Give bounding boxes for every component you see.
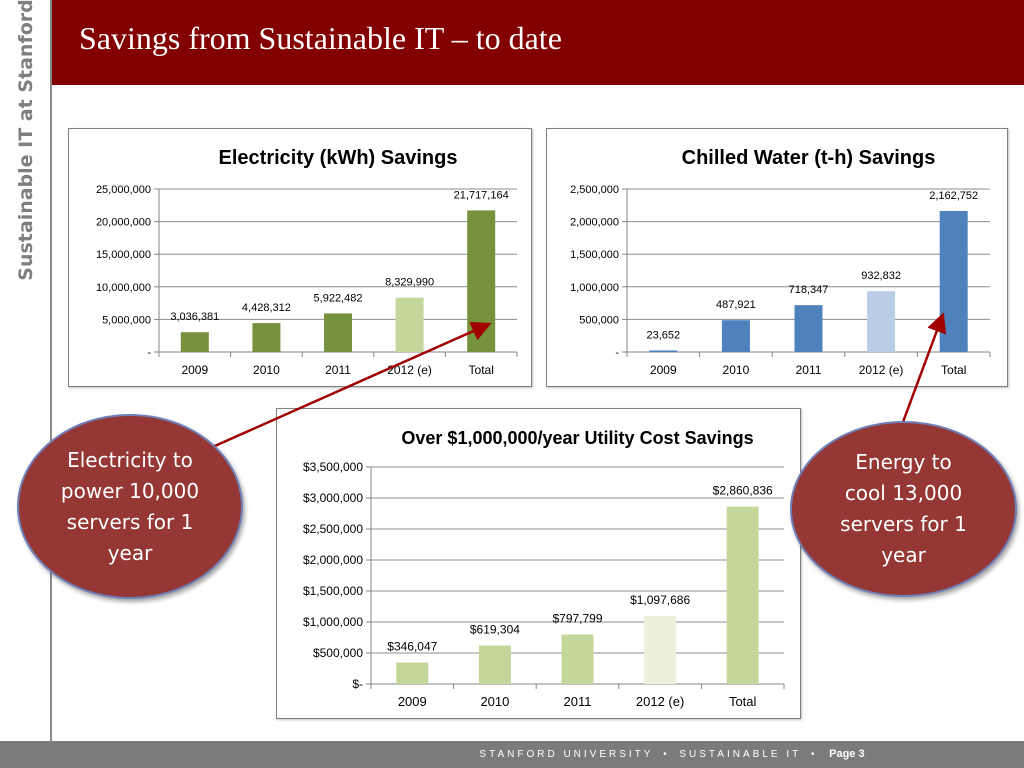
page-title: Savings from Sustainable IT – to date: [79, 20, 562, 56]
category-label: 2011: [796, 363, 822, 377]
footer: STANFORD UNIVERSITY • SUSTAINABLE IT • P…: [0, 741, 1024, 768]
data-label: $2,860,836: [713, 484, 773, 498]
data-label: $797,799: [552, 612, 602, 626]
data-label: 5,922,482: [314, 292, 363, 304]
y-tick-label: 10,000,000: [96, 282, 151, 294]
chart-title: Over $1,000,000/year Utility Cost Saving…: [401, 428, 753, 448]
chart-svg: Over $1,000,000/year Utility Cost Saving…: [303, 428, 785, 709]
data-label: 718,347: [789, 284, 829, 296]
category-label: Total: [729, 694, 757, 709]
category-label: 2010: [253, 363, 280, 377]
category-label: 2010: [723, 363, 750, 377]
category-label: Total: [469, 363, 494, 377]
y-tick-label: -: [147, 347, 151, 359]
bar: [939, 210, 968, 352]
bar: [649, 350, 678, 352]
utility-cost-chart: Over $1,000,000/year Utility Cost Saving…: [276, 408, 801, 719]
y-tick-label: -: [615, 347, 619, 359]
category-label: 2009: [398, 694, 427, 709]
data-label: 2,162,752: [929, 190, 978, 202]
header-bar: Savings from Sustainable IT – to date: [52, 0, 1024, 85]
data-label: $619,304: [470, 623, 520, 637]
chart-svg: Electricity (kWh) Savings - 5,000,000 10,00…: [96, 147, 518, 377]
y-tick-label: $2,500,000: [303, 522, 363, 536]
bar: [867, 291, 896, 352]
category-label: 2012 (e): [636, 694, 684, 709]
bar: [395, 297, 424, 352]
y-tick-label: $1,500,000: [303, 584, 363, 598]
chart-title: Chilled Water (t-h) Savings: [682, 147, 936, 169]
chart-svg: Chilled Water (t-h) Savings - 500,000 1,000…: [570, 147, 991, 377]
bar: [644, 615, 677, 684]
electricity-chart: Electricity (kWh) Savings - 5,000,000 10,00…: [68, 128, 532, 387]
footer-page-number: Page 3: [829, 748, 865, 760]
category-label: 2011: [564, 694, 592, 709]
y-tick-label: 15,000,000: [96, 249, 151, 261]
bar: [726, 506, 759, 684]
category-label: 2009: [650, 363, 677, 377]
y-tick-label: 2,000,000: [570, 217, 619, 229]
electricity-callout-text: Electricity to power 10,000 servers for …: [60, 447, 200, 565]
y-tick-label: $3,000,000: [303, 491, 363, 505]
y-tick-label: $1,000,000: [303, 615, 363, 629]
y-tick-label: 5,000,000: [102, 314, 151, 326]
data-label: 487,921: [716, 299, 756, 311]
sidebar-title: Sustainable IT at Stanford: [15, 0, 37, 281]
bar: [324, 313, 352, 352]
chart-title: Electricity (kWh) Savings: [219, 147, 458, 169]
bar: [794, 305, 823, 352]
data-label: 932,832: [861, 270, 901, 282]
electricity-callout: Electricity to power 10,000 servers for …: [17, 414, 243, 599]
sidebar: Sustainable IT at Stanford: [0, 0, 52, 741]
data-label: 3,036,381: [170, 311, 219, 323]
data-label: 4,428,312: [242, 302, 291, 314]
category-label: 2010: [480, 694, 509, 709]
bar: [467, 210, 496, 352]
category-label: 2012 (e): [859, 363, 904, 377]
y-tick-label: 1,500,000: [570, 249, 619, 261]
bar: [252, 323, 281, 352]
category-label: 2011: [325, 363, 351, 377]
y-tick-label: $500,000: [313, 646, 363, 660]
category-label: 2009: [181, 363, 208, 377]
y-tick-label: 25,000,000: [96, 184, 151, 196]
chilled-water-chart: Chilled Water (t-h) Savings - 500,000 1,000…: [546, 128, 1008, 387]
data-label: $1,097,686: [630, 593, 690, 607]
data-label: 21,717,164: [454, 189, 509, 201]
bar: [561, 634, 594, 684]
footer-org: STANFORD UNIVERSITY: [479, 749, 654, 760]
y-tick-label: 2,500,000: [570, 184, 619, 196]
cooling-callout: Energy to cool 13,000 servers for 1 year: [790, 421, 1017, 597]
y-tick-label: $-: [352, 677, 363, 691]
bar: [180, 332, 209, 352]
bar: [721, 320, 750, 352]
data-label: 8,329,990: [385, 277, 434, 289]
category-label: 2012 (e): [387, 363, 432, 377]
cooling-callout-text: Energy to cool 13,000 servers for 1 year: [840, 450, 967, 567]
y-tick-label: 20,000,000: [96, 217, 151, 229]
data-label: 23,652: [646, 329, 680, 341]
bar: [478, 645, 511, 684]
data-label: $346,047: [387, 640, 437, 654]
y-tick-label: 1,000,000: [570, 282, 619, 294]
category-label: Total: [941, 363, 966, 377]
y-tick-label: $2,000,000: [303, 553, 363, 567]
y-tick-label: 500,000: [579, 314, 619, 326]
footer-unit: SUSTAINABLE IT: [679, 749, 802, 760]
y-tick-label: $3,500,000: [303, 460, 363, 474]
bar: [396, 662, 429, 684]
